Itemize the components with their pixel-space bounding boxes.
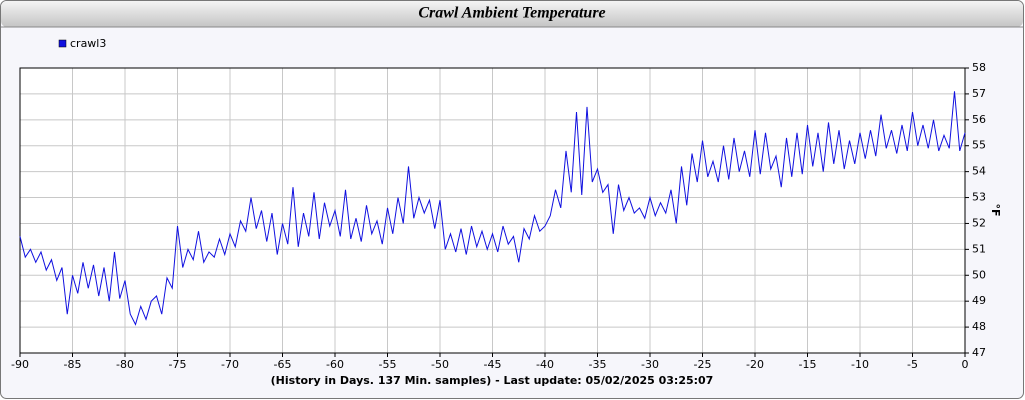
x-tick-label: -5 bbox=[907, 358, 918, 371]
legend-swatch bbox=[58, 39, 67, 48]
y-tick-label: 48 bbox=[972, 320, 986, 333]
plot-border bbox=[19, 67, 966, 354]
y-tick-label: 52 bbox=[972, 216, 986, 229]
x-tick-label: -45 bbox=[484, 358, 502, 371]
title-bar bbox=[1, 1, 1023, 27]
caption: (History in Days. 137 Min. samples) - La… bbox=[271, 374, 714, 387]
y-tick-label: 50 bbox=[972, 268, 986, 281]
x-tick-label: -10 bbox=[851, 358, 869, 371]
chart-title: Crawl Ambient Temperature bbox=[418, 5, 605, 22]
x-tick-label: -80 bbox=[116, 358, 134, 371]
legend-label: crawl3 bbox=[70, 37, 106, 50]
y-tick-label: 51 bbox=[972, 242, 986, 255]
y-tick-label: 56 bbox=[972, 113, 986, 126]
x-tick-label: -70 bbox=[221, 358, 239, 371]
x-tick-label: -30 bbox=[641, 358, 659, 371]
data-line bbox=[19, 91, 966, 326]
y-tick-label: 49 bbox=[972, 294, 986, 307]
x-tick-label: -15 bbox=[799, 358, 817, 371]
y-tick-label: 55 bbox=[972, 139, 986, 152]
x-tick-label: -75 bbox=[169, 358, 187, 371]
x-tick-label: -55 bbox=[379, 358, 397, 371]
x-tick-label: -20 bbox=[746, 358, 764, 371]
x-tick-label: -40 bbox=[536, 358, 554, 371]
x-tick-label: -90 bbox=[11, 358, 29, 371]
y-tick-label: 53 bbox=[972, 191, 986, 204]
x-tick-label: -65 bbox=[274, 358, 292, 371]
y-axis-label: °F bbox=[989, 203, 1002, 216]
y-tick-label: 47 bbox=[972, 346, 986, 359]
y-tick-label: 57 bbox=[972, 87, 986, 100]
x-tick-label: -50 bbox=[431, 358, 449, 371]
x-tick-label: 0 bbox=[962, 358, 969, 371]
x-tick-label: -60 bbox=[326, 358, 344, 371]
x-tick-label: -25 bbox=[694, 358, 712, 371]
x-tick-label: -85 bbox=[64, 358, 82, 371]
y-tick-label: 54 bbox=[972, 165, 986, 178]
x-tick-label: -35 bbox=[589, 358, 607, 371]
y-tick-label: 58 bbox=[972, 61, 986, 74]
